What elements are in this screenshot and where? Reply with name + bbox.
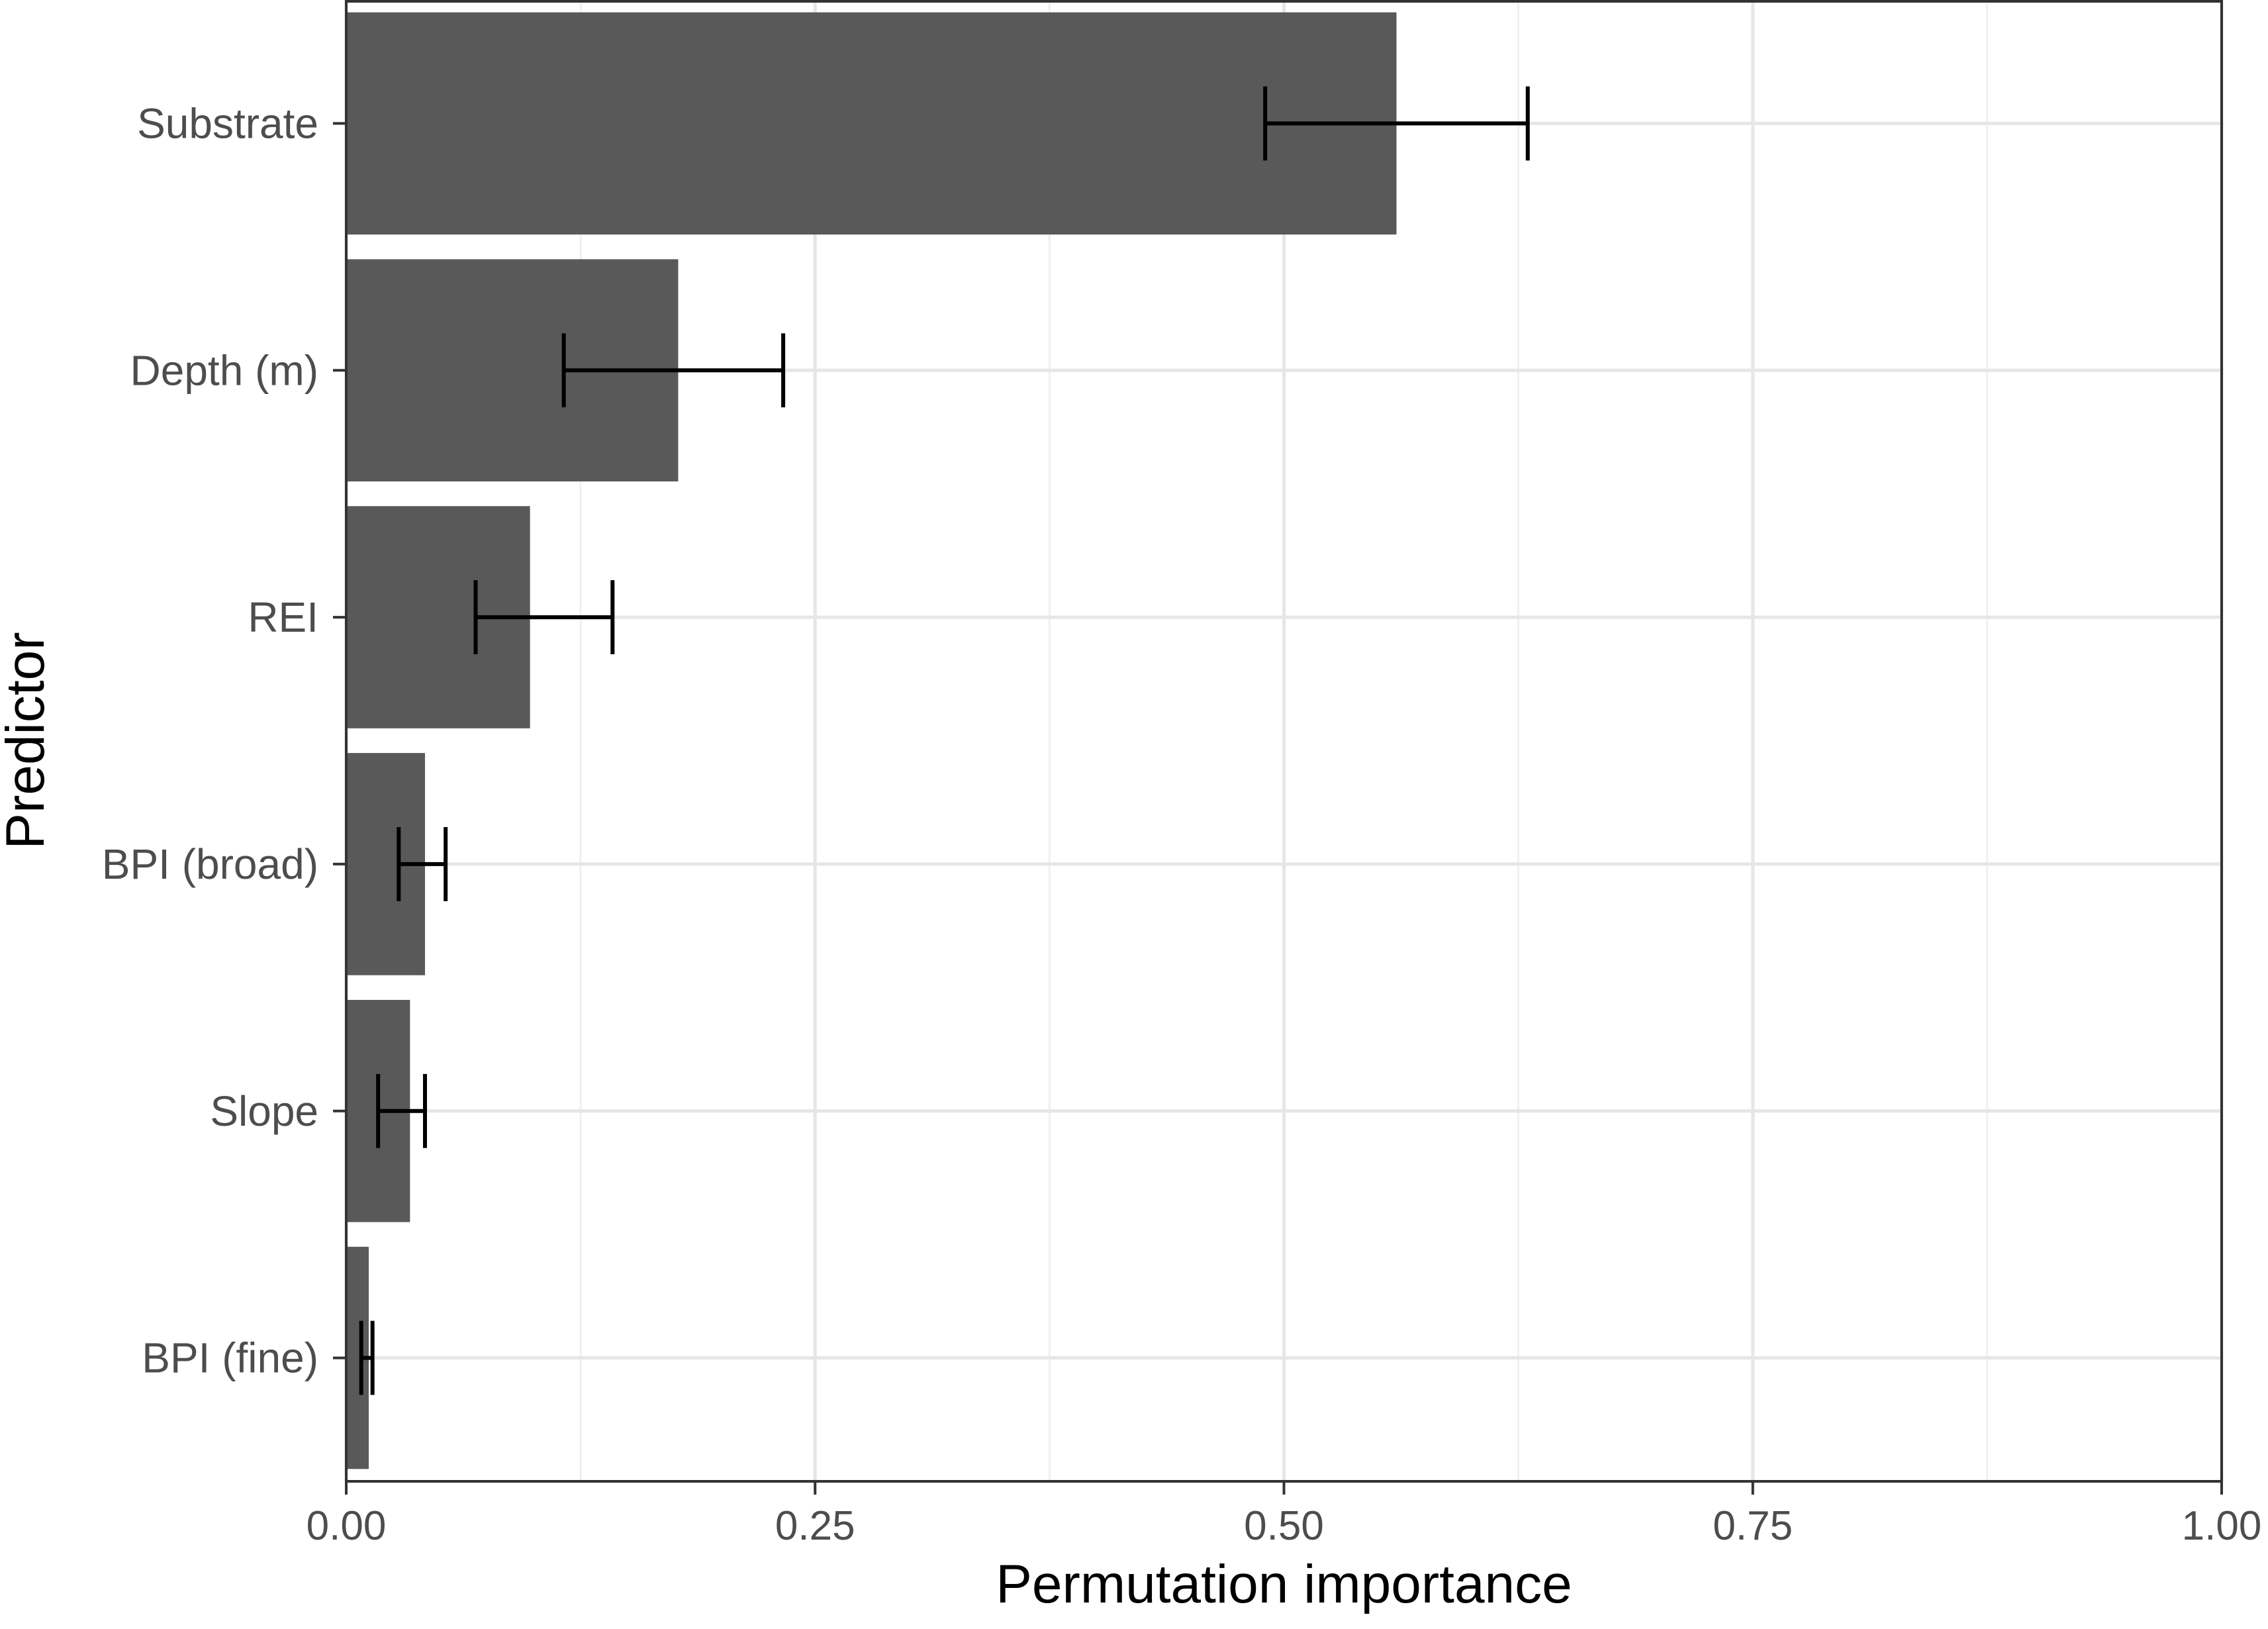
bars-layer xyxy=(346,12,1397,1469)
y-axis-title: Predictor xyxy=(0,632,56,849)
x-tick-label: 0.50 xyxy=(1244,1503,1324,1549)
y-tick-label: Substrate xyxy=(137,99,318,147)
errorbars-layer xyxy=(359,86,1530,1395)
bar-substrate xyxy=(346,12,1397,235)
y-tick-label: REI xyxy=(248,593,318,641)
y-tick-label: Depth (m) xyxy=(130,346,319,394)
y-tick-label: Slope xyxy=(210,1087,318,1135)
x-axis-title: Permutation importance xyxy=(996,1554,1572,1614)
x-tick-label: 0.75 xyxy=(1713,1503,1793,1549)
axes-layer: 0.00 0.25 0.50 0.75 1.00 Substrate Depth (m) RE… xyxy=(102,99,2262,1549)
x-tick-label: 0.25 xyxy=(775,1503,855,1549)
x-tick-label: 1.00 xyxy=(2182,1503,2262,1549)
y-tick-label: BPI (fine) xyxy=(142,1334,318,1382)
y-tick-label: BPI (broad) xyxy=(102,840,318,888)
x-tick-label: 0.00 xyxy=(307,1503,387,1549)
